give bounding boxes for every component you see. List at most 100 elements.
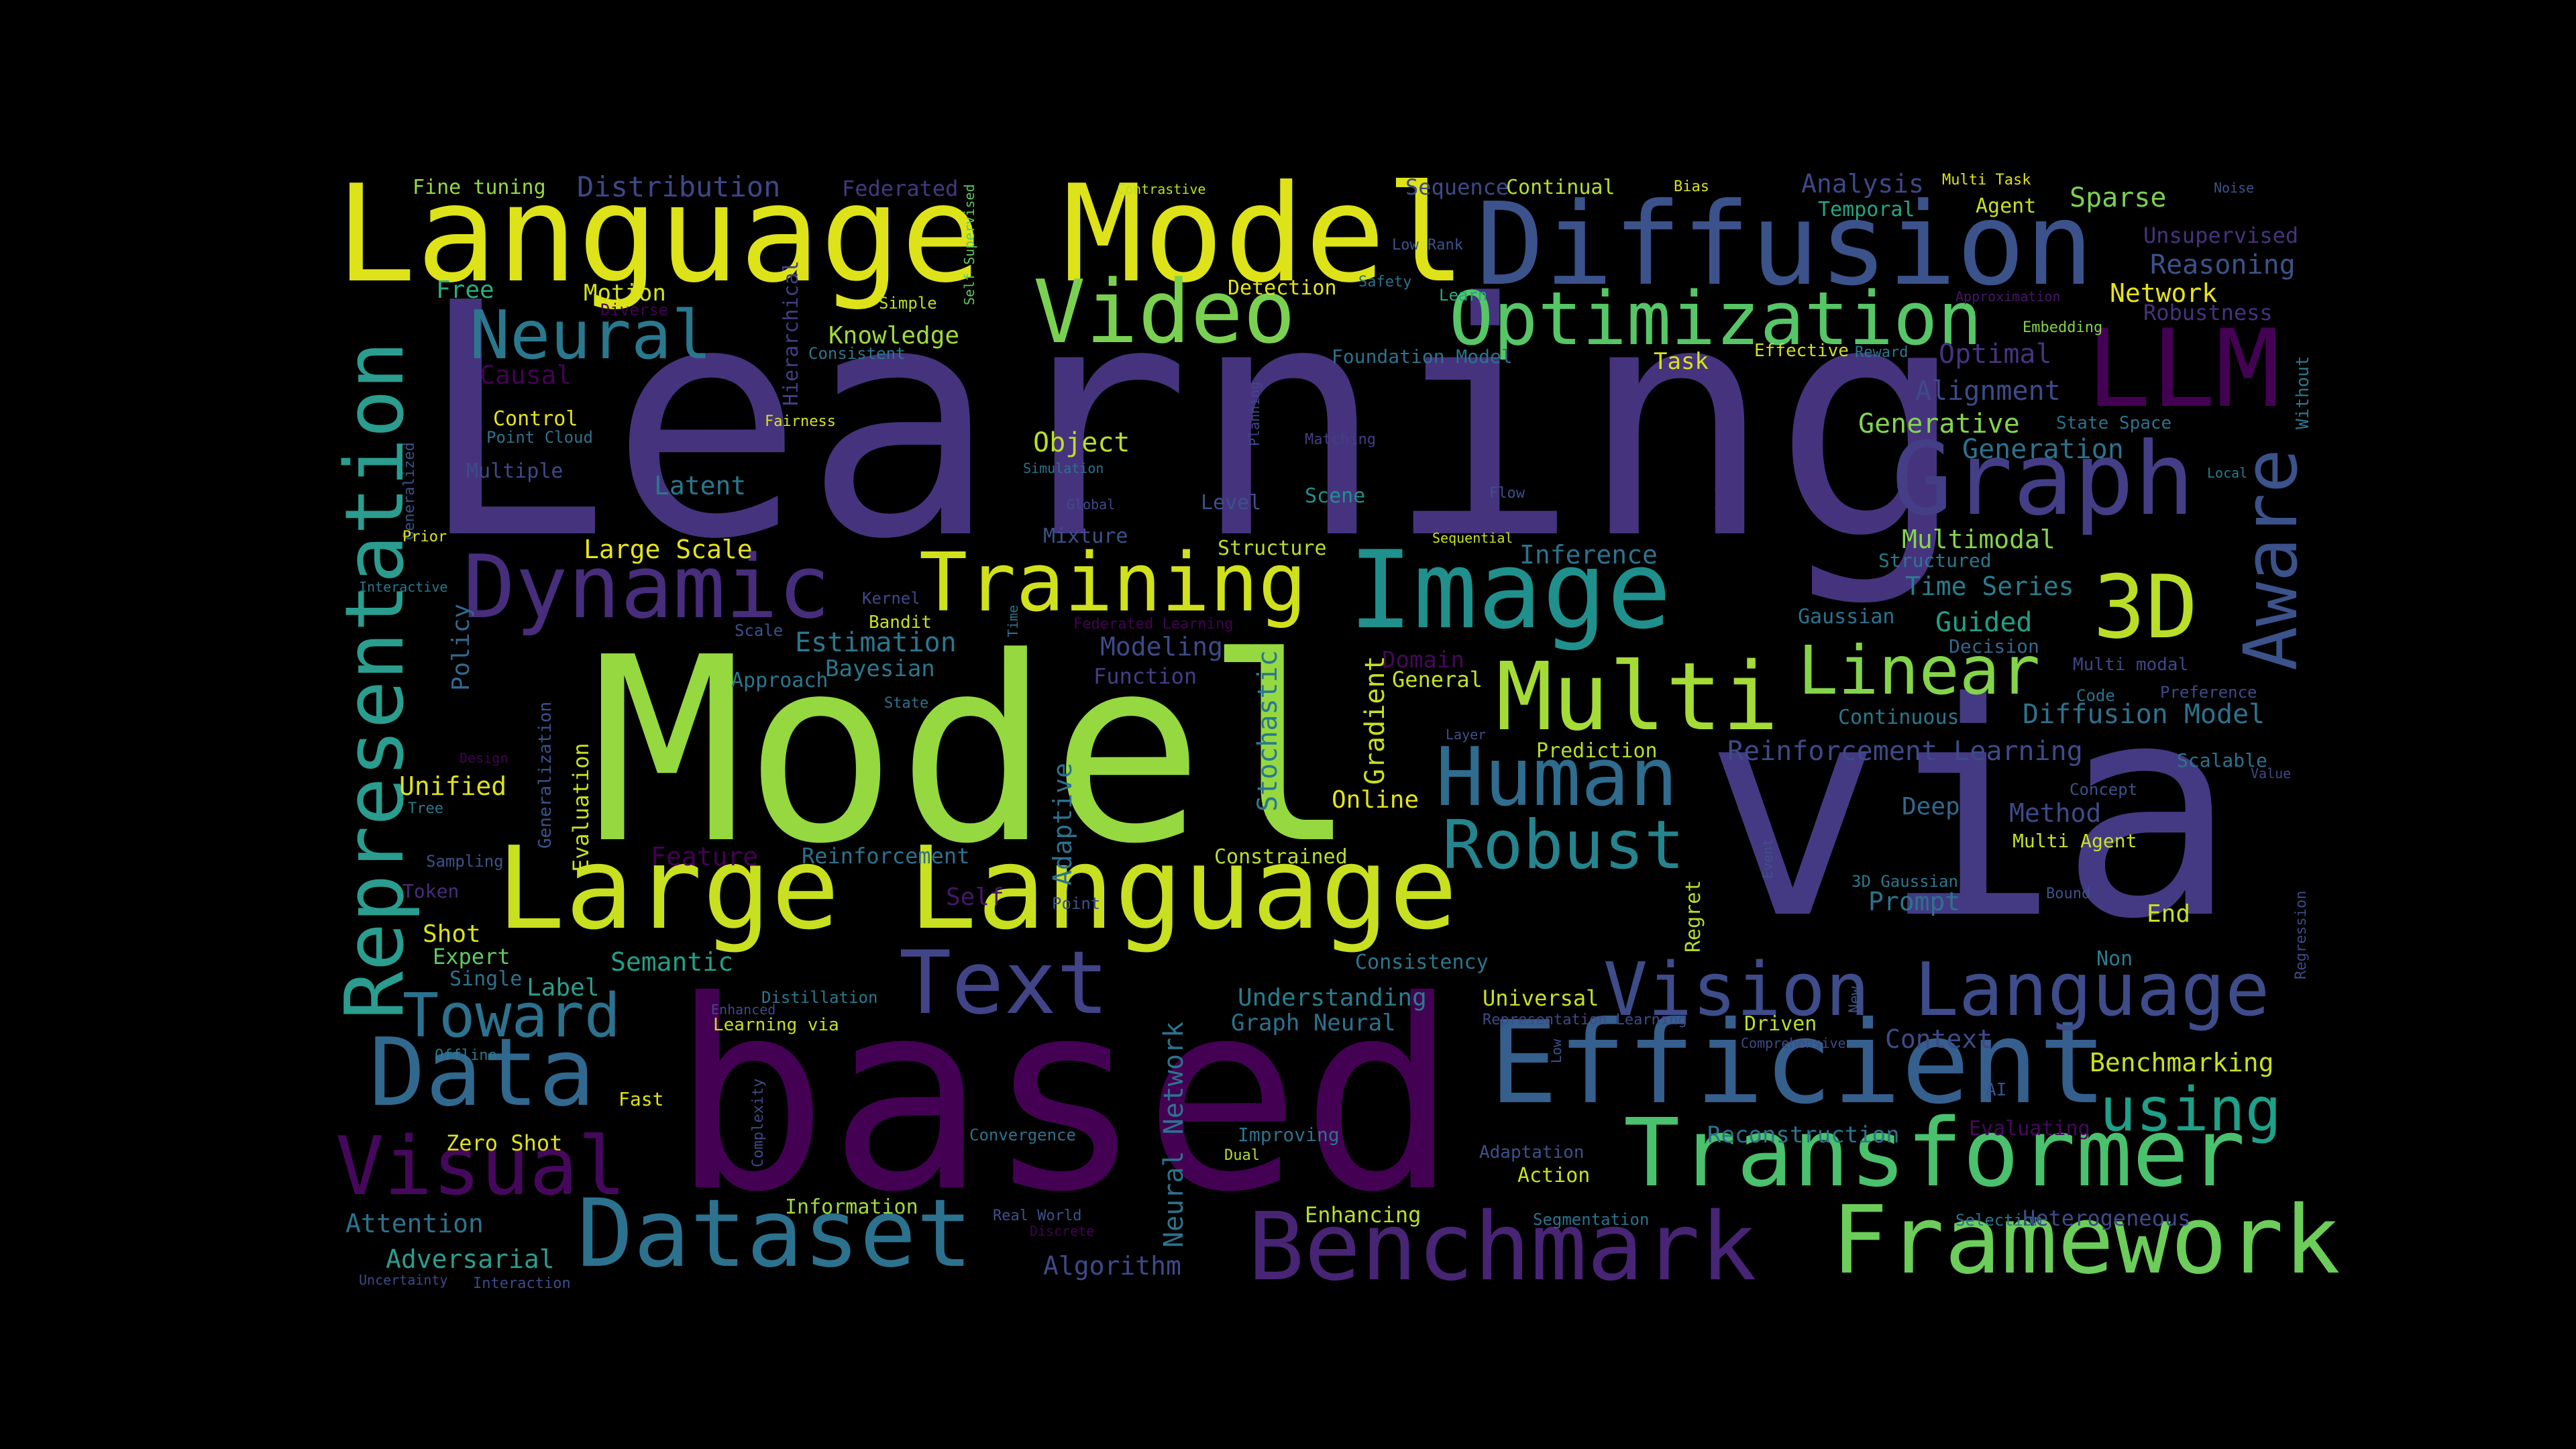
cloud-word: using xyxy=(2100,1075,2282,1145)
cloud-word: Structured xyxy=(1878,549,1992,572)
cloud-word: Level xyxy=(1201,491,1262,515)
cloud-word: Effective xyxy=(1754,341,1849,361)
cloud-word: Free xyxy=(436,276,494,304)
cloud-word: Policy xyxy=(447,603,475,691)
cloud-word: Interaction xyxy=(473,1275,571,1292)
cloud-word: Training xyxy=(919,537,1307,630)
cloud-word: Regret xyxy=(1682,879,1705,953)
cloud-word: Learning via xyxy=(713,1015,839,1035)
cloud-word: New xyxy=(1847,986,1864,1013)
cloud-word: Graph Neural xyxy=(1231,1010,1396,1036)
cloud-word: Sampling xyxy=(426,852,504,871)
cloud-word: Structure xyxy=(1218,537,1327,560)
cloud-word: Information xyxy=(785,1195,918,1219)
cloud-word: based xyxy=(671,945,1458,1249)
cloud-word: Robustness xyxy=(2143,300,2273,325)
cloud-word: Modeling xyxy=(1100,632,1224,661)
cloud-word: Learn xyxy=(1439,286,1488,305)
cloud-word: Fine tuning xyxy=(413,176,546,199)
cloud-word: Neural Network xyxy=(1159,1021,1189,1248)
cloud-word: Multi Agent xyxy=(2012,830,2137,852)
cloud-word: State Space xyxy=(2056,413,2172,433)
cloud-word: Guided xyxy=(1935,607,2033,638)
cloud-word: Data xyxy=(369,1018,596,1128)
cloud-word: Planning xyxy=(1246,381,1263,446)
cloud-word: Sequential xyxy=(1432,530,1513,546)
cloud-word: Time Series xyxy=(1905,572,2074,601)
cloud-word: Multiple xyxy=(466,460,564,483)
cloud-word: Understanding xyxy=(1238,984,1427,1012)
cloud-word: Alignment xyxy=(1915,376,2061,407)
cloud-word: Safety xyxy=(1358,274,1412,290)
cloud-word: State xyxy=(884,695,929,712)
cloud-word: Comprehensive xyxy=(1741,1035,1846,1051)
cloud-word: Generative xyxy=(1858,409,2020,439)
cloud-word: Method xyxy=(2009,798,2102,828)
cloud-word: Dual xyxy=(1224,1147,1260,1164)
cloud-word: Neural xyxy=(470,296,712,374)
cloud-word: Low xyxy=(1548,1038,1564,1063)
cloud-word: Motion xyxy=(584,280,666,307)
cloud-word: Heterogeneous xyxy=(2023,1205,2191,1231)
cloud-word: Time xyxy=(1005,604,1021,637)
cloud-word: Federated xyxy=(842,176,959,201)
cloud-word: Temporal xyxy=(1818,198,1915,221)
cloud-word: End xyxy=(2147,900,2191,928)
cloud-word: Approximation xyxy=(1955,288,2061,305)
cloud-word: Decision xyxy=(1949,635,2039,657)
cloud-word: Detection xyxy=(1228,276,1337,300)
cloud-word: Deep xyxy=(1902,793,1960,820)
cloud-word: Scalable xyxy=(2177,749,2267,771)
cloud-word: Global xyxy=(1067,496,1116,513)
cloud-word: Reasoning xyxy=(2150,250,2296,280)
cloud-word: Diverse xyxy=(600,301,669,319)
cloud-word: Task xyxy=(1654,348,1709,375)
cloud-word: Gradient xyxy=(1360,655,1391,785)
cloud-word: Universal xyxy=(1483,985,1599,1011)
cloud-word: Generalization xyxy=(535,701,555,849)
cloud-word: Adaptive xyxy=(1048,762,1077,885)
cloud-word: Matching xyxy=(1305,431,1376,448)
cloud-word: Image xyxy=(1348,527,1672,653)
cloud-word: Reinforcement xyxy=(802,843,970,869)
cloud-word: AI xyxy=(1986,1080,2007,1100)
cloud-word: Model xyxy=(590,602,1358,900)
cloud-word: Convergence xyxy=(969,1126,1076,1144)
cloud-word: Zero Shot xyxy=(446,1130,563,1156)
cloud-word: Non xyxy=(2096,947,2133,971)
cloud-word: Continuous xyxy=(1838,706,1960,729)
cloud-word: Dynamic xyxy=(463,536,830,638)
cloud-word: Generation xyxy=(1962,434,2124,465)
cloud-word: Token xyxy=(402,880,460,902)
cloud-word: Sequence xyxy=(1405,174,1509,200)
cloud-word: Optimization xyxy=(1449,276,1982,362)
cloud-word: Shot xyxy=(423,920,481,948)
cloud-word: Linear xyxy=(1798,631,2041,710)
cloud-word: Bayesian xyxy=(825,655,935,682)
cloud-word: Multi modal xyxy=(2073,655,2189,675)
cloud-word: Multi Task xyxy=(1942,172,2031,189)
cloud-word: Gaussian xyxy=(1798,605,1895,629)
cloud-word: Stochastic xyxy=(1252,650,1283,812)
cloud-word: Diffusion Model xyxy=(2023,699,2265,730)
cloud-word: Multi xyxy=(1496,643,1779,752)
cloud-word: Human xyxy=(1436,731,1678,824)
cloud-word: Video xyxy=(1033,261,1296,363)
cloud-word: Context xyxy=(1885,1024,1993,1054)
cloud-word: Simple xyxy=(879,294,937,313)
cloud-word: Fast xyxy=(619,1088,664,1110)
cloud-word: Agent xyxy=(1976,195,2037,218)
cloud-word: Reinforcement Learning xyxy=(1727,736,2083,767)
cloud-word: Real World xyxy=(993,1208,1082,1224)
cloud-word: Contrastive xyxy=(1117,181,1206,197)
cloud-word: Generalized xyxy=(401,442,418,540)
cloud-word: Semantic xyxy=(610,947,734,977)
cloud-word: Prediction xyxy=(1536,739,1658,763)
cloud-word: Adversarial xyxy=(386,1244,555,1274)
cloud-word: Mixture xyxy=(1043,525,1128,548)
cloud-word: Toward xyxy=(402,981,621,1051)
cloud-word: Bound xyxy=(2046,885,2091,902)
cloud-word: Estimation xyxy=(795,627,957,658)
cloud-word: Regression xyxy=(2293,890,2310,979)
cloud-word: Bias xyxy=(1674,178,1709,195)
